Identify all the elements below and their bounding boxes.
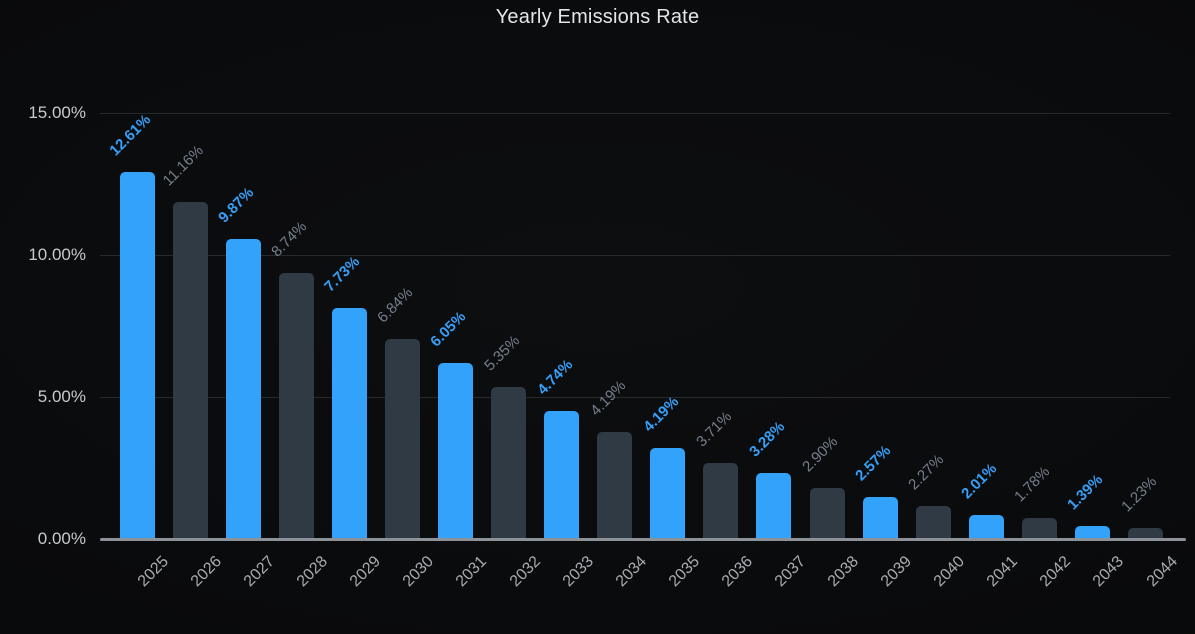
x-axis-tick-label-2032: 2032	[506, 553, 545, 591]
bar-2030[interactable]	[385, 339, 420, 541]
x-axis-tick-label-2044: 2044	[1143, 553, 1182, 591]
y-axis-tick-label: 10.00%	[28, 245, 86, 264]
bar-value-label-2025: 12.61%	[106, 111, 155, 160]
bar-value-label-2029: 7.73%	[321, 253, 364, 296]
x-axis-tick-label-2028: 2028	[293, 553, 332, 591]
x-axis-tick-label-2043: 2043	[1089, 553, 1128, 591]
x-axis-tick-label-2038: 2038	[824, 553, 863, 591]
x-axis-tick-label-2039: 2039	[877, 553, 916, 591]
bar-2025[interactable]	[120, 172, 155, 541]
bar-2044[interactable]	[1128, 528, 1163, 541]
bar-value-label-2031: 6.05%	[427, 308, 470, 351]
bar-2038[interactable]	[810, 488, 845, 541]
bar-2035[interactable]	[650, 448, 685, 541]
x-axis-tick-label-2029: 2029	[346, 553, 385, 591]
y-axis-tick-label: 5.00%	[37, 387, 86, 406]
gridline-15	[100, 113, 1170, 114]
bar-value-label-2041: 2.01%	[958, 460, 1001, 503]
bar-2037[interactable]	[756, 473, 791, 541]
bar-value-label-2044: 1.23%	[1118, 473, 1161, 516]
x-axis-tick-label-2033: 2033	[559, 553, 598, 591]
chart-title: Yearly Emissions Rate	[495, 6, 700, 28]
bar-2032[interactable]	[491, 387, 526, 541]
bar-value-label-2034: 4.19%	[587, 377, 630, 420]
x-axis-tick-label-2041: 2041	[983, 553, 1022, 591]
x-axis-tick-label-2026: 2026	[187, 553, 226, 591]
bar-value-label-2043: 1.39%	[1064, 471, 1107, 514]
x-axis-tick-label-2027: 2027	[240, 553, 279, 591]
bar-value-label-2036: 3.71%	[693, 408, 736, 451]
x-axis-tick-label-2042: 2042	[1036, 553, 1075, 591]
bar-2026[interactable]	[173, 202, 208, 541]
bar-value-label-2042: 1.78%	[1011, 463, 1054, 506]
bar-value-label-2038: 2.90%	[799, 433, 842, 476]
x-axis-tick-label-2031: 2031	[452, 553, 491, 591]
bar-value-label-2026: 11.16%	[159, 142, 207, 190]
x-axis-tick-label-2034: 2034	[612, 553, 651, 591]
bar-value-label-2040: 2.27%	[905, 451, 948, 494]
bar-2028[interactable]	[279, 273, 314, 541]
bar-2034[interactable]	[597, 432, 632, 541]
bar-value-label-2039: 2.57%	[852, 442, 895, 485]
bar-2041[interactable]	[969, 515, 1004, 541]
x-axis-tick-label-2025: 2025	[134, 553, 173, 591]
x-axis-tick-label-2037: 2037	[771, 553, 810, 591]
bar-2043[interactable]	[1075, 526, 1110, 541]
x-axis-tick-label-2040: 2040	[930, 553, 969, 591]
bar-2036[interactable]	[703, 463, 738, 541]
gridline-5	[100, 397, 1170, 398]
y-axis-tick-label: 0.00%	[37, 529, 86, 548]
y-axis-tick-label: 15.00%	[28, 103, 86, 122]
bar-value-label-2035: 4.19%	[640, 393, 683, 436]
bar-2042[interactable]	[1022, 518, 1057, 541]
bar-value-label-2027: 9.87%	[215, 184, 258, 227]
bar-value-label-2037: 3.28%	[746, 418, 789, 461]
x-axis-tick-label-2030: 2030	[399, 553, 438, 591]
x-axis-tick-label-2036: 2036	[718, 553, 757, 591]
bar-value-label-2032: 5.35%	[481, 332, 524, 375]
bar-2031[interactable]	[438, 363, 473, 541]
bar-2033[interactable]	[544, 411, 579, 541]
bar-2027[interactable]	[226, 239, 261, 541]
gridline-10	[100, 255, 1170, 256]
bar-2040[interactable]	[916, 506, 951, 541]
bar-2039[interactable]	[863, 497, 898, 541]
bar-value-label-2033: 4.74%	[534, 356, 577, 399]
bar-2029[interactable]	[332, 308, 367, 541]
x-axis-line	[100, 538, 1186, 541]
x-axis-tick-label-2035: 2035	[665, 553, 704, 591]
bar-value-label-2030: 6.84%	[374, 284, 417, 327]
